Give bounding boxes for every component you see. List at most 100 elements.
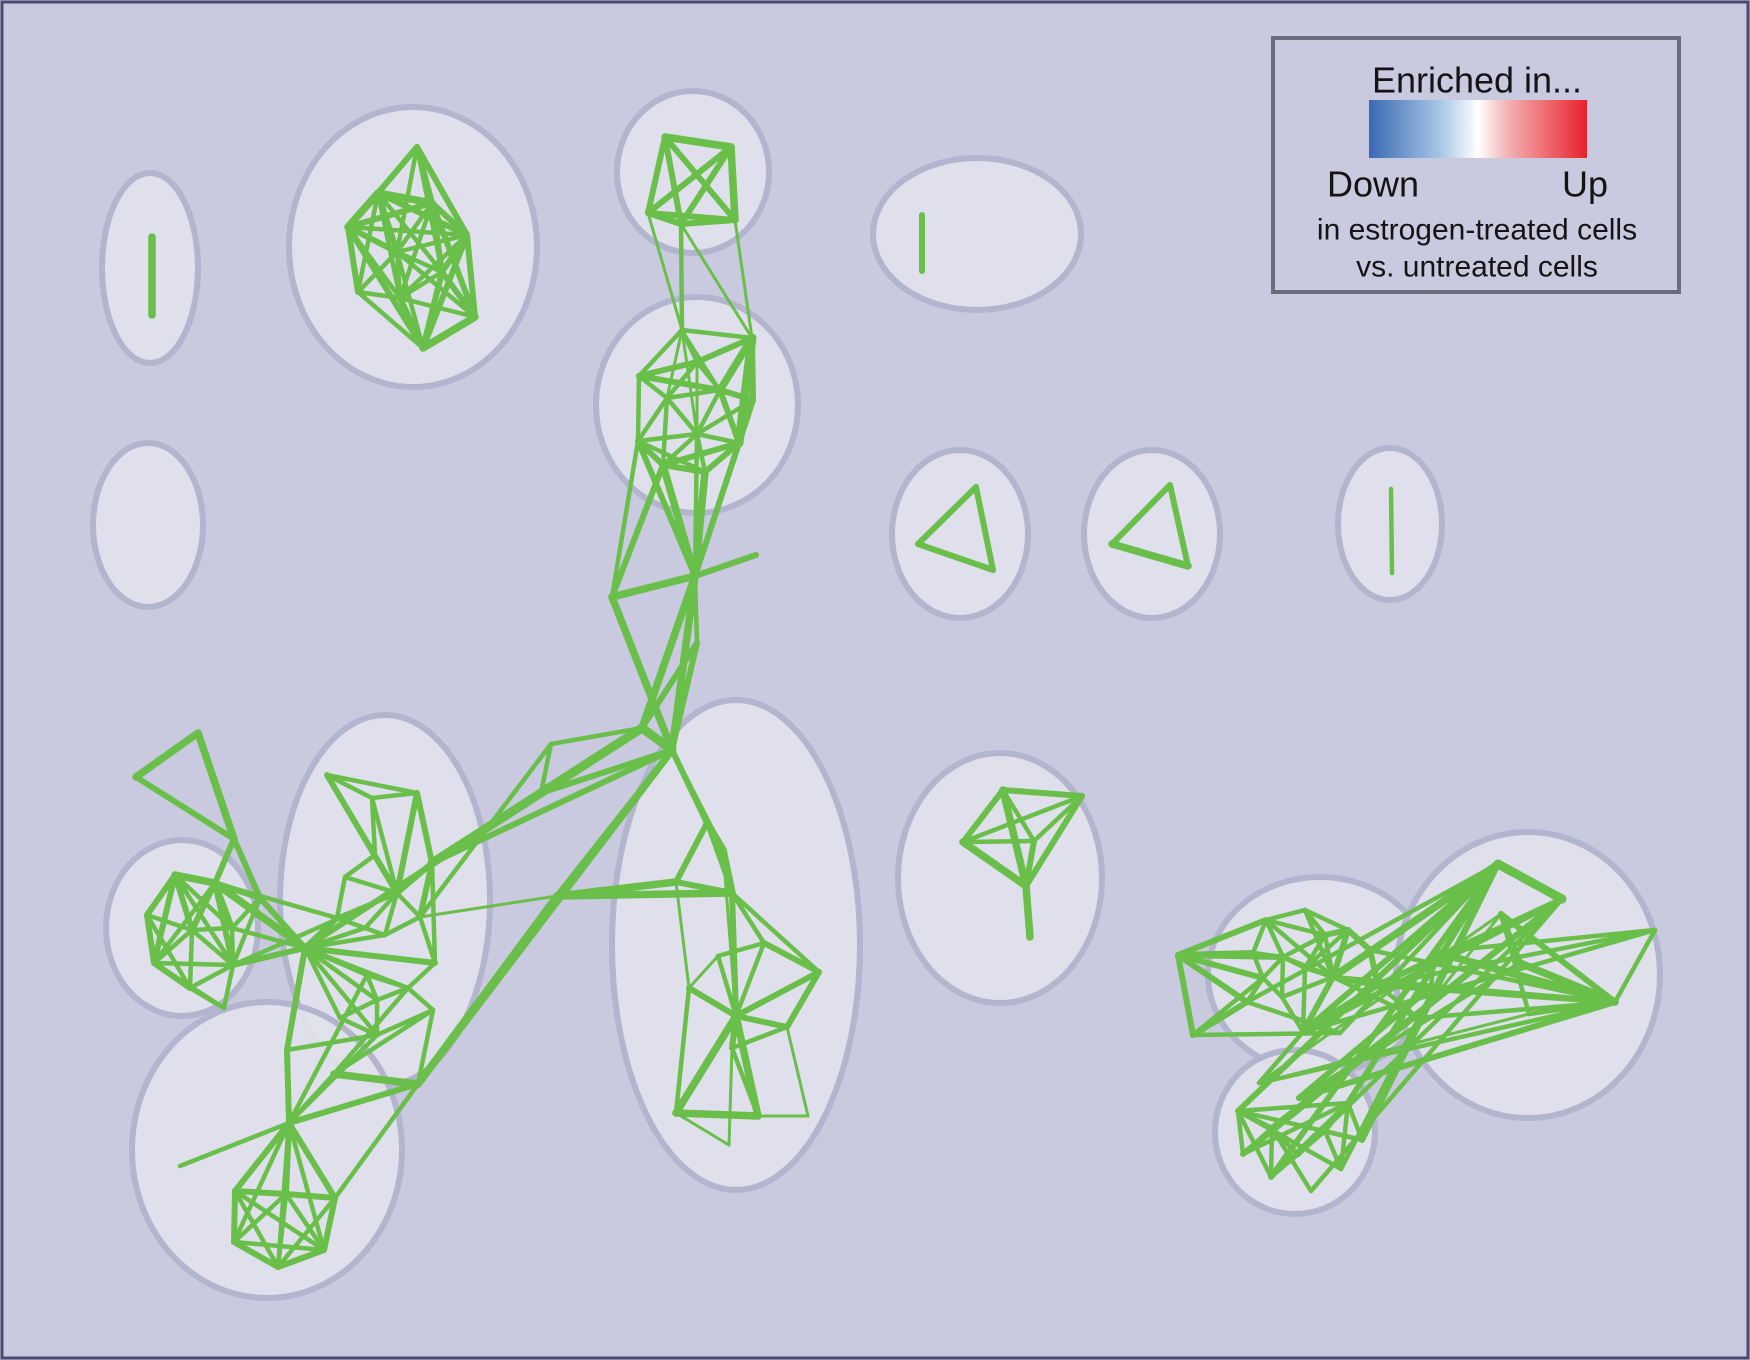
edge <box>189 927 236 968</box>
edge <box>151 927 195 966</box>
edge <box>321 1195 338 1253</box>
edge <box>414 144 470 238</box>
edge <box>548 725 645 747</box>
edge <box>414 892 561 1088</box>
edge <box>369 790 420 801</box>
edge <box>284 1032 380 1053</box>
edge <box>609 438 641 600</box>
edge <box>1175 952 1250 1005</box>
edge <box>678 144 734 227</box>
edge <box>636 327 685 379</box>
edge <box>355 249 400 295</box>
edge <box>1302 907 1351 933</box>
edge <box>417 860 435 920</box>
edge <box>284 1047 292 1126</box>
edge <box>344 189 382 231</box>
edge <box>342 852 378 880</box>
legend: Enriched in... Down Up in estrogen-treat… <box>1271 36 1681 294</box>
edge <box>332 1081 421 1201</box>
edge <box>635 395 670 444</box>
edge <box>334 890 400 921</box>
edge <box>1235 1100 1351 1114</box>
edge <box>715 940 767 959</box>
legend-subtitle-line1: in estrogen-treated cells <box>1317 214 1637 247</box>
edge <box>678 217 738 227</box>
edge <box>284 945 308 1053</box>
edge <box>736 397 756 446</box>
edge <box>324 772 420 796</box>
edge <box>734 333 757 448</box>
edge <box>355 190 381 295</box>
edge <box>646 211 684 332</box>
edge <box>729 1045 761 1119</box>
cluster-ellipse-cofactor-metabolism <box>870 155 1084 313</box>
edge <box>283 1191 327 1253</box>
edge <box>417 914 438 966</box>
edge <box>232 1188 281 1270</box>
cluster-ellipse-nucleotide-metabolism <box>90 440 206 610</box>
edge <box>674 880 691 990</box>
edge <box>231 1239 327 1253</box>
edge <box>397 295 426 351</box>
edge <box>702 440 742 475</box>
edge <box>405 960 438 991</box>
edge <box>439 269 478 320</box>
edge <box>286 1120 327 1253</box>
edge <box>394 790 420 896</box>
edge <box>960 793 1085 845</box>
edge <box>1322 1128 1344 1172</box>
edge <box>230 945 308 968</box>
edge <box>1415 999 1618 1021</box>
edge <box>538 741 554 796</box>
edge <box>553 889 736 900</box>
legend-down-label: Down <box>1327 164 1419 205</box>
edge <box>694 431 742 446</box>
edge <box>151 960 236 968</box>
edge <box>324 772 375 801</box>
edge <box>144 912 157 966</box>
edge <box>229 895 263 931</box>
edge <box>694 359 723 393</box>
edges-layer <box>132 133 1658 1270</box>
edge <box>727 143 739 224</box>
edge <box>172 872 236 968</box>
edge <box>1175 917 1269 958</box>
edge <box>692 431 700 579</box>
edge <box>1175 952 1196 1038</box>
edge <box>1612 927 1658 1005</box>
edge <box>733 218 754 340</box>
legend-title: Enriched in... <box>1372 60 1582 101</box>
edge <box>692 552 759 579</box>
edge <box>1023 793 1085 889</box>
legend-box <box>1271 36 1681 294</box>
edge <box>733 969 822 1019</box>
edge <box>694 387 723 437</box>
cluster-ellipse-mhc-ii-receptor <box>889 447 1031 621</box>
edge <box>1268 861 1501 1180</box>
edge <box>397 295 478 320</box>
edge <box>672 1109 762 1120</box>
edge <box>232 1188 327 1253</box>
edge <box>1022 882 1034 941</box>
edge <box>664 359 700 401</box>
edge <box>665 328 684 400</box>
edge <box>1330 927 1351 980</box>
edge <box>337 997 380 1021</box>
edge <box>1432 927 1658 955</box>
edge <box>1257 912 1503 1085</box>
edge <box>662 134 738 223</box>
edge <box>189 925 235 933</box>
edge <box>1345 1100 1365 1143</box>
edge <box>1023 838 1037 889</box>
edge <box>692 440 742 579</box>
legend-up-label: Up <box>1562 164 1608 205</box>
edge <box>1493 859 1567 904</box>
edge <box>1263 917 1286 960</box>
legend-gradient-bar <box>1369 100 1587 158</box>
edge <box>1308 896 1565 1194</box>
edge <box>342 874 400 896</box>
edge <box>761 940 822 975</box>
edge <box>659 461 699 580</box>
